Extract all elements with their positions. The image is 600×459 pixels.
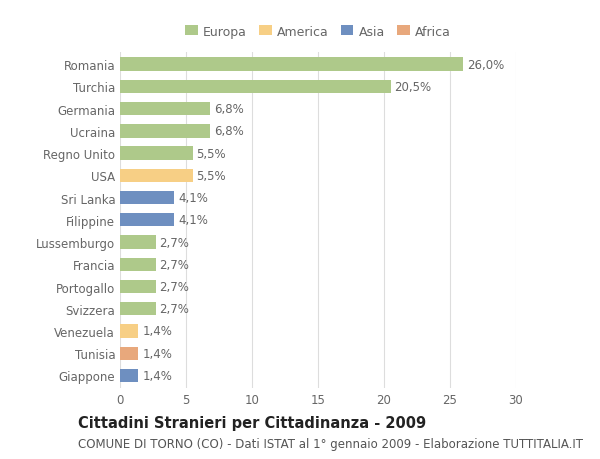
Bar xyxy=(120,58,463,72)
Text: 2,7%: 2,7% xyxy=(160,236,190,249)
Bar xyxy=(120,258,155,271)
Bar xyxy=(120,236,155,249)
Bar xyxy=(120,191,174,205)
Text: 2,7%: 2,7% xyxy=(160,302,190,316)
Bar xyxy=(120,169,193,183)
Text: Cittadini Stranieri per Cittadinanza - 2009: Cittadini Stranieri per Cittadinanza - 2… xyxy=(78,415,426,431)
Bar xyxy=(120,213,174,227)
Bar xyxy=(120,369,139,382)
Text: 20,5%: 20,5% xyxy=(395,81,431,94)
Bar xyxy=(120,347,139,360)
Text: 6,8%: 6,8% xyxy=(214,125,244,138)
Text: 1,4%: 1,4% xyxy=(142,325,172,338)
Bar xyxy=(120,325,139,338)
Text: 4,1%: 4,1% xyxy=(178,214,208,227)
Bar xyxy=(120,302,155,316)
Text: COMUNE DI TORNO (CO) - Dati ISTAT al 1° gennaio 2009 - Elaborazione TUTTITALIA.I: COMUNE DI TORNO (CO) - Dati ISTAT al 1° … xyxy=(78,437,583,450)
Legend: Europa, America, Asia, Africa: Europa, America, Asia, Africa xyxy=(181,21,455,44)
Text: 4,1%: 4,1% xyxy=(178,192,208,205)
Bar xyxy=(120,103,210,116)
Text: 5,5%: 5,5% xyxy=(197,169,226,182)
Bar xyxy=(120,125,210,138)
Text: 1,4%: 1,4% xyxy=(142,369,172,382)
Text: 26,0%: 26,0% xyxy=(467,58,505,72)
Text: 6,8%: 6,8% xyxy=(214,103,244,116)
Text: 2,7%: 2,7% xyxy=(160,258,190,271)
Text: 1,4%: 1,4% xyxy=(142,347,172,360)
Text: 2,7%: 2,7% xyxy=(160,280,190,293)
Bar xyxy=(120,80,391,94)
Bar xyxy=(120,280,155,294)
Bar xyxy=(120,147,193,160)
Text: 5,5%: 5,5% xyxy=(197,147,226,160)
